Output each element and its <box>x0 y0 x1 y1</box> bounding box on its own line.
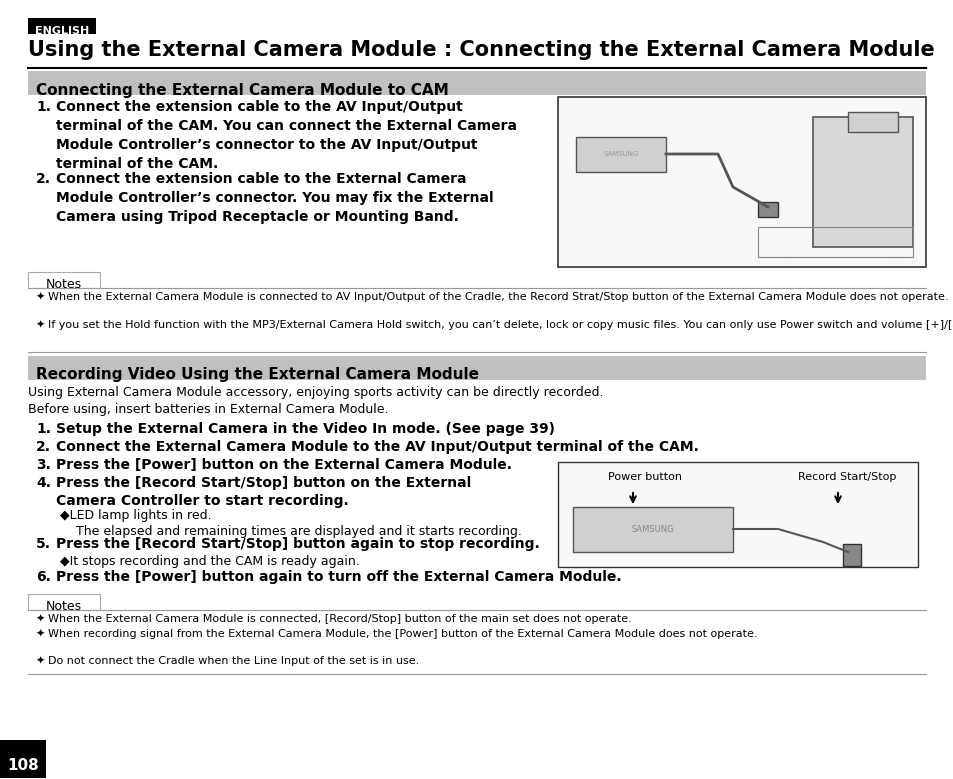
Text: If you set the Hold function with the MP3/External Camera Hold switch, you can’t: If you set the Hold function with the MP… <box>48 320 953 330</box>
Text: ✦: ✦ <box>36 656 46 666</box>
Bar <box>758 202 778 217</box>
Text: Record Start/Stop: Record Start/Stop <box>797 472 896 482</box>
Bar <box>28 594 100 610</box>
Text: 1.: 1. <box>36 422 51 436</box>
Bar <box>0 740 46 778</box>
Bar <box>558 462 917 567</box>
Bar <box>28 272 100 288</box>
Text: Using the External Camera Module : Connecting the External Camera Module: Using the External Camera Module : Conne… <box>28 40 934 60</box>
Text: 2.: 2. <box>36 172 51 186</box>
Text: Press the [Power] button again to turn off the External Camera Module.: Press the [Power] button again to turn o… <box>56 570 621 584</box>
Bar <box>28 71 925 95</box>
Text: Connect the extension cable to the AV Input/Output
terminal of the CAM. You can : Connect the extension cable to the AV In… <box>56 100 517 171</box>
Text: SAMSUNG: SAMSUNG <box>602 151 638 157</box>
Text: ✦: ✦ <box>36 614 46 624</box>
Text: 3.: 3. <box>36 458 51 472</box>
Bar <box>573 507 732 552</box>
Text: ✦: ✦ <box>36 629 46 639</box>
Text: 6.: 6. <box>36 570 51 584</box>
Text: ◆LED lamp lights in red.
    The elapsed and remaining times are displayed and i: ◆LED lamp lights in red. The elapsed and… <box>60 509 521 538</box>
Text: Power button: Power button <box>607 472 681 482</box>
Bar <box>758 227 912 257</box>
Text: Using External Camera Module accessory, enjoying sports activity can be directly: Using External Camera Module accessory, … <box>28 386 603 416</box>
Text: ◆It stops recording and the CAM is ready again.: ◆It stops recording and the CAM is ready… <box>60 555 359 568</box>
Text: Do not connect the Cradle when the Line Input of the set is in use.: Do not connect the Cradle when the Line … <box>48 656 418 666</box>
Bar <box>558 97 925 267</box>
Text: ✦: ✦ <box>36 320 46 330</box>
Text: Connect the External Camera Module to the AV Input/Output terminal of the CAM.: Connect the External Camera Module to th… <box>56 440 699 454</box>
Text: Recording Video Using the External Camera Module: Recording Video Using the External Camer… <box>36 368 478 382</box>
Bar <box>28 18 96 34</box>
Text: Press the [Record Start/Stop] button on the External
Camera Controller to start : Press the [Record Start/Stop] button on … <box>56 476 471 508</box>
Text: Setup the External Camera in the Video In mode. (See page 39): Setup the External Camera in the Video I… <box>56 422 555 436</box>
Bar <box>576 137 665 172</box>
Text: 1.: 1. <box>36 100 51 114</box>
Text: Notes: Notes <box>46 279 82 291</box>
Bar <box>847 112 897 132</box>
Text: Press the [Power] button on the External Camera Module.: Press the [Power] button on the External… <box>56 458 512 472</box>
Text: ✦: ✦ <box>36 292 46 302</box>
Text: When the External Camera Module is connected, [Record/Stop] button of the main s: When the External Camera Module is conne… <box>48 614 631 624</box>
Text: Notes: Notes <box>46 601 82 614</box>
Text: Press the [Record Start/Stop] button again to stop recording.: Press the [Record Start/Stop] button aga… <box>56 537 539 551</box>
Bar <box>842 544 861 566</box>
Text: 4.: 4. <box>36 476 51 490</box>
Text: Connect the extension cable to the External Camera
Module Controller’s connector: Connect the extension cable to the Exter… <box>56 172 493 224</box>
Text: 108: 108 <box>7 757 39 773</box>
Text: SAMSUNG: SAMSUNG <box>631 524 674 534</box>
Text: ENGLISH: ENGLISH <box>35 26 89 36</box>
Bar <box>28 356 925 380</box>
Text: Connecting the External Camera Module to CAM: Connecting the External Camera Module to… <box>36 83 448 97</box>
Text: When the External Camera Module is connected to AV Input/Output of the Cradle, t: When the External Camera Module is conne… <box>48 292 947 302</box>
Bar <box>812 117 912 247</box>
Text: 5.: 5. <box>36 537 51 551</box>
Text: When recording signal from the External Camera Module, the [Power] button of the: When recording signal from the External … <box>48 629 757 639</box>
Text: 2.: 2. <box>36 440 51 454</box>
